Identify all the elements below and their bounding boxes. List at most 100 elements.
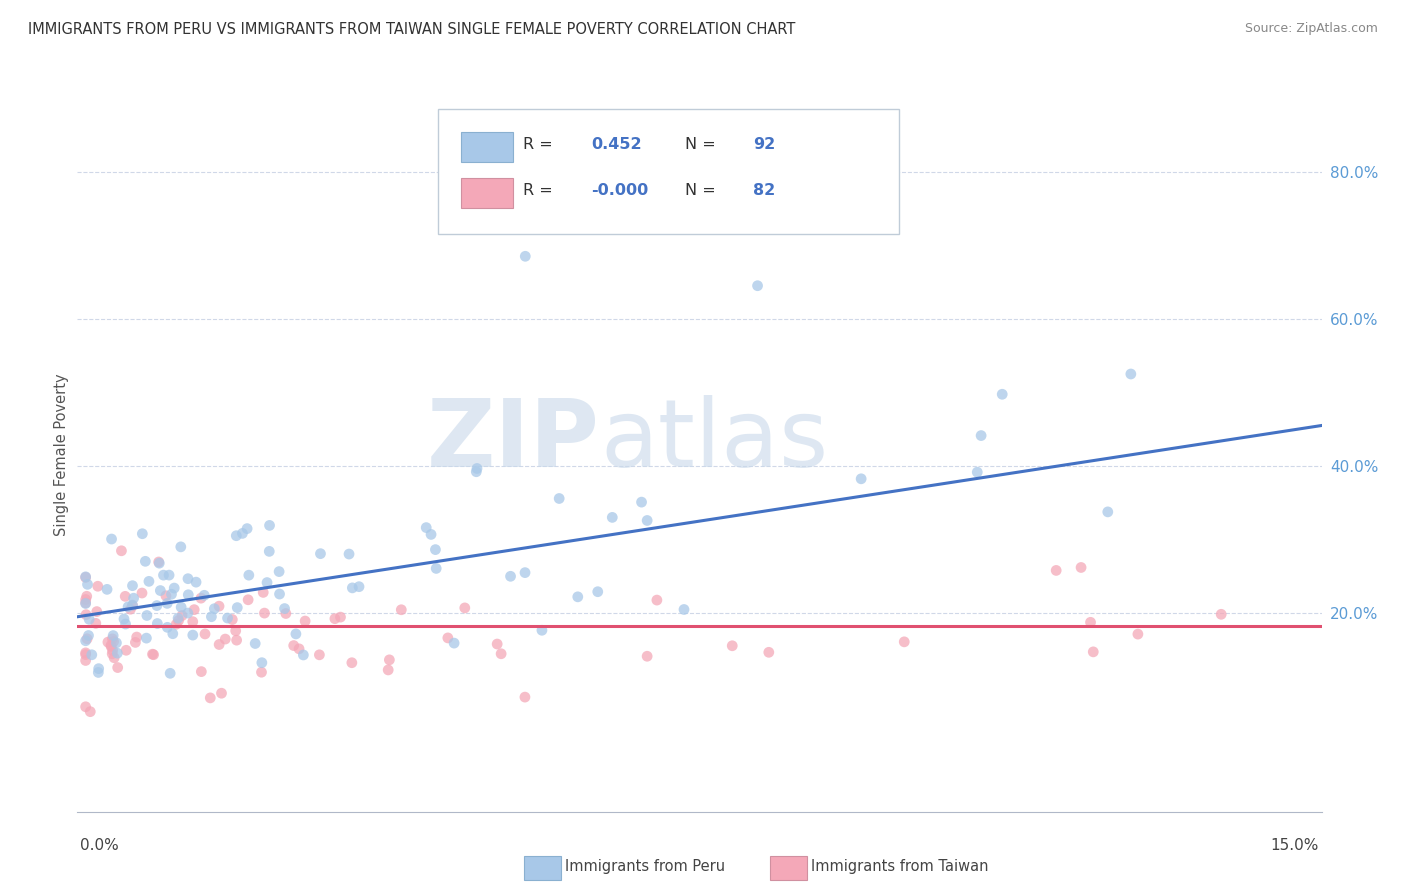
Point: [121, 579, 143, 593]
Point: [97, 635, 120, 649]
Point: [149, 583, 172, 598]
Point: [100, 638, 122, 652]
Point: [87, 662, 110, 676]
Point: [202, 601, 225, 615]
Point: [273, 601, 295, 615]
Point: [283, 639, 305, 653]
Text: ZIP: ZIP: [427, 394, 600, 487]
Point: [513, 566, 536, 580]
Text: 0.452: 0.452: [592, 137, 643, 152]
Point: [77, 612, 100, 626]
Point: [181, 615, 204, 629]
Point: [160, 587, 183, 601]
Point: [342, 581, 364, 595]
FancyBboxPatch shape: [461, 178, 513, 208]
Point: [252, 585, 274, 599]
Point: [100, 532, 122, 546]
Point: [245, 636, 267, 650]
Point: [107, 660, 129, 674]
Point: [135, 631, 157, 645]
Point: [162, 626, 184, 640]
Point: [131, 586, 153, 600]
FancyBboxPatch shape: [439, 109, 898, 234]
Point: [425, 561, 447, 575]
Point: [323, 612, 346, 626]
Point: [75, 699, 97, 714]
Point: [443, 636, 465, 650]
Point: [238, 568, 260, 582]
Point: [170, 540, 193, 554]
Point: [177, 572, 200, 586]
Point: [75, 648, 97, 662]
Text: 0.0%: 0.0%: [80, 838, 120, 853]
Point: [170, 608, 193, 623]
Point: [190, 591, 212, 606]
Point: [530, 624, 553, 638]
Point: [288, 641, 311, 656]
Point: [167, 611, 190, 625]
Point: [231, 526, 253, 541]
Point: [121, 598, 143, 612]
Point: [377, 663, 399, 677]
Point: [76, 632, 98, 646]
Point: [117, 599, 139, 614]
Point: [259, 518, 281, 533]
Point: [259, 544, 281, 558]
Y-axis label: Single Female Poverty: Single Female Poverty: [53, 374, 69, 536]
Point: [163, 581, 186, 595]
Point: [124, 635, 146, 649]
Point: [135, 608, 157, 623]
Point: [75, 570, 97, 584]
Point: [75, 596, 97, 610]
Point: [721, 639, 744, 653]
Point: [103, 634, 125, 648]
Point: [269, 565, 291, 579]
Text: atlas: atlas: [600, 394, 828, 487]
Point: [1080, 615, 1102, 630]
Point: [454, 600, 477, 615]
Text: Immigrants from Peru: Immigrants from Peru: [565, 859, 725, 873]
Point: [489, 647, 512, 661]
Text: N =: N =: [685, 184, 720, 198]
Point: [1070, 560, 1092, 574]
Point: [152, 568, 174, 582]
Text: Source: ZipAtlas.com: Source: ZipAtlas.com: [1244, 22, 1378, 36]
FancyBboxPatch shape: [461, 132, 513, 161]
Point: [96, 582, 118, 597]
Text: -0.000: -0.000: [592, 184, 648, 198]
Point: [225, 633, 247, 648]
Point: [236, 592, 259, 607]
Point: [194, 627, 217, 641]
Point: [567, 590, 589, 604]
Point: [200, 609, 222, 624]
Point: [122, 591, 145, 606]
Point: [636, 513, 658, 527]
Text: Immigrants from Taiwan: Immigrants from Taiwan: [811, 859, 988, 873]
Point: [138, 574, 160, 589]
Point: [217, 611, 239, 625]
Point: [148, 555, 170, 569]
Point: [101, 632, 124, 646]
Point: [170, 600, 193, 615]
Point: [115, 643, 138, 657]
Point: [125, 630, 148, 644]
Text: IMMIGRANTS FROM PERU VS IMMIGRANTS FROM TAIWAN SINGLE FEMALE POVERTY CORRELATION: IMMIGRANTS FROM PERU VS IMMIGRANTS FROM …: [28, 22, 796, 37]
Text: 15.0%: 15.0%: [1271, 838, 1319, 853]
Text: N =: N =: [685, 137, 720, 152]
Point: [142, 648, 165, 662]
Point: [86, 605, 108, 619]
Point: [1097, 505, 1119, 519]
Point: [747, 278, 769, 293]
Point: [991, 387, 1014, 401]
Point: [146, 616, 169, 631]
Point: [75, 633, 97, 648]
Point: [75, 597, 97, 611]
Point: [226, 600, 249, 615]
Point: [177, 588, 200, 602]
Point: [389, 603, 412, 617]
Point: [184, 575, 207, 590]
Point: [100, 640, 122, 654]
Point: [211, 686, 233, 700]
Point: [148, 556, 170, 570]
Point: [101, 629, 124, 643]
